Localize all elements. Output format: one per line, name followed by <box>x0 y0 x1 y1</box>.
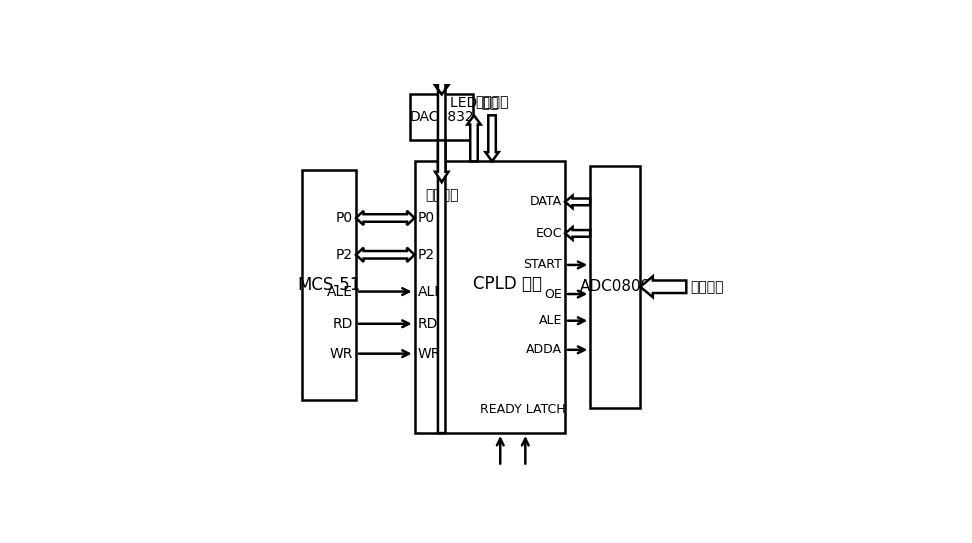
Polygon shape <box>435 85 448 433</box>
Polygon shape <box>565 227 590 239</box>
Polygon shape <box>356 248 414 262</box>
Text: READY LATCH: READY LATCH <box>480 403 566 416</box>
Polygon shape <box>435 141 448 182</box>
Text: P2: P2 <box>336 248 353 262</box>
Text: OE: OE <box>544 288 562 300</box>
Text: DATA: DATA <box>530 195 562 209</box>
Text: P0: P0 <box>417 211 434 225</box>
Text: ALE: ALE <box>417 285 443 299</box>
Bar <box>410 94 473 141</box>
Text: ALE: ALE <box>538 314 562 327</box>
Text: START: START <box>523 258 562 272</box>
Text: 输入信号: 输入信号 <box>690 280 724 294</box>
Text: ALE: ALE <box>327 285 353 299</box>
Text: ADDA: ADDA <box>526 343 562 356</box>
Polygon shape <box>468 115 481 161</box>
Text: 输出信号: 输出信号 <box>425 188 459 203</box>
Text: ADC0809: ADC0809 <box>579 279 651 294</box>
Bar <box>301 169 356 400</box>
Polygon shape <box>485 115 499 161</box>
Text: P0: P0 <box>336 211 353 225</box>
Text: EOC: EOC <box>536 227 562 240</box>
Text: WR: WR <box>330 346 353 361</box>
Polygon shape <box>565 195 590 208</box>
Text: RD: RD <box>332 317 353 331</box>
Polygon shape <box>641 276 686 297</box>
Text: DAC0832: DAC0832 <box>409 110 474 124</box>
Bar <box>590 166 641 408</box>
Text: WR: WR <box>417 346 441 361</box>
Text: LED 显示: LED 显示 <box>450 95 499 109</box>
Bar <box>414 161 565 433</box>
Text: MCS-51: MCS-51 <box>297 276 361 294</box>
Text: P2: P2 <box>417 248 434 262</box>
Text: CPLD 芯片: CPLD 芯片 <box>473 275 542 293</box>
Text: 键盘输入: 键盘输入 <box>475 95 508 109</box>
Text: RD: RD <box>417 317 437 331</box>
Polygon shape <box>356 211 414 225</box>
